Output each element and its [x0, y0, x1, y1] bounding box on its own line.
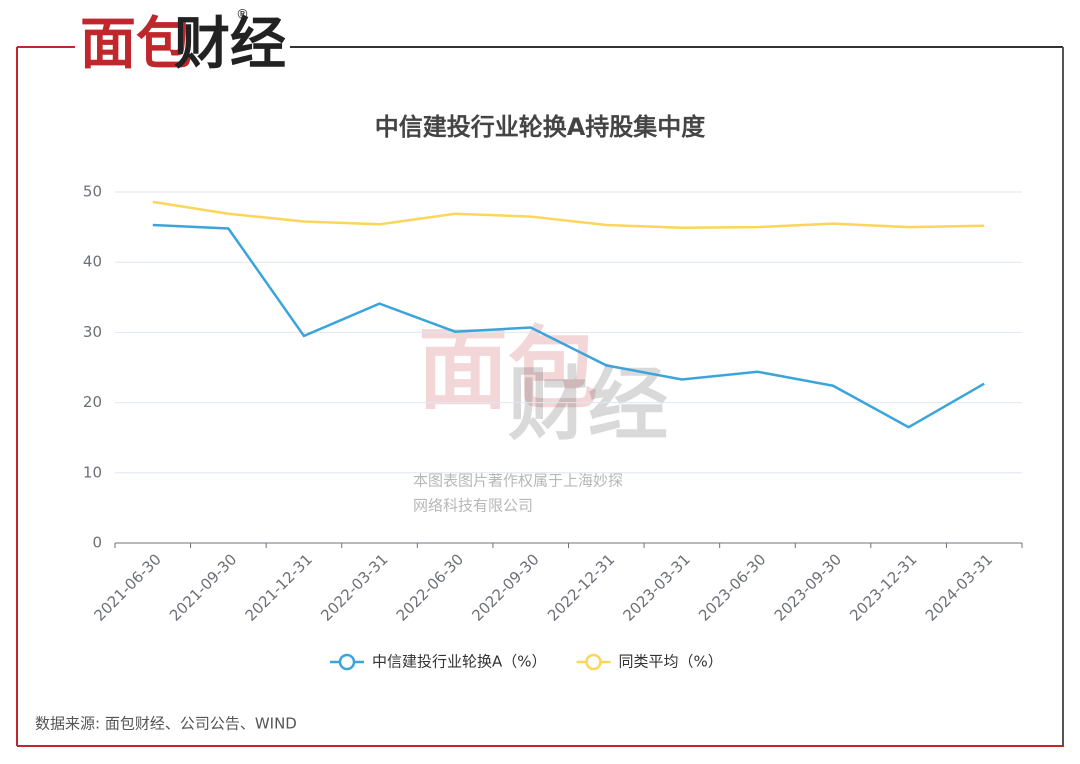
x-tick-label: 2023-12-31: [846, 550, 920, 624]
logo: 财经: [174, 12, 286, 77]
legend-marker: [338, 653, 356, 671]
legend-label: 中信建投行业轮换A（%）: [372, 653, 547, 671]
y-tick-label: 20: [83, 393, 102, 411]
legend-marker: [585, 653, 602, 671]
logo-mark: ®: [236, 8, 249, 23]
watermark-logo: 财经: [508, 358, 668, 451]
y-tick-label: 10: [83, 463, 102, 481]
logo: 面包: [80, 12, 192, 77]
watermark-logo: 面包: [418, 317, 598, 422]
series-line: [152, 223, 985, 429]
chart-title: 中信建投行业轮换A持股集中度: [375, 113, 707, 141]
x-tick-label: 2023-03-31: [620, 550, 694, 624]
x-tick-label: 2023-09-30: [771, 550, 845, 624]
x-tick-label: 2021-09-30: [166, 550, 240, 624]
y-tick-label: 50: [83, 183, 102, 201]
series-line: [152, 200, 985, 230]
x-tick-label: 2024-03-31: [922, 550, 996, 624]
x-tick-label: 2021-12-31: [242, 550, 316, 624]
x-tick-label: 2022-12-31: [544, 550, 618, 624]
source: 数据来源: 面包财经、公司公告、WIND: [35, 715, 297, 733]
watermark-text: 网络科技有限公司: [413, 497, 533, 515]
y-tick-label: 0: [92, 534, 102, 552]
watermark-text: 本图表图片著作权属于上海妙探: [413, 472, 623, 490]
x-tick-label: 2022-09-30: [468, 550, 542, 624]
y-tick-label: 40: [83, 253, 102, 271]
y-tick-label: 30: [83, 323, 102, 341]
legend-label: 同类平均（%）: [619, 653, 723, 671]
x-tick-label: 2021-06-30: [90, 550, 164, 624]
x-tick-label: 2022-03-31: [317, 550, 391, 624]
x-tick-label: 2023-06-30: [695, 550, 769, 624]
x-tick-label: 2022-06-30: [393, 550, 467, 624]
